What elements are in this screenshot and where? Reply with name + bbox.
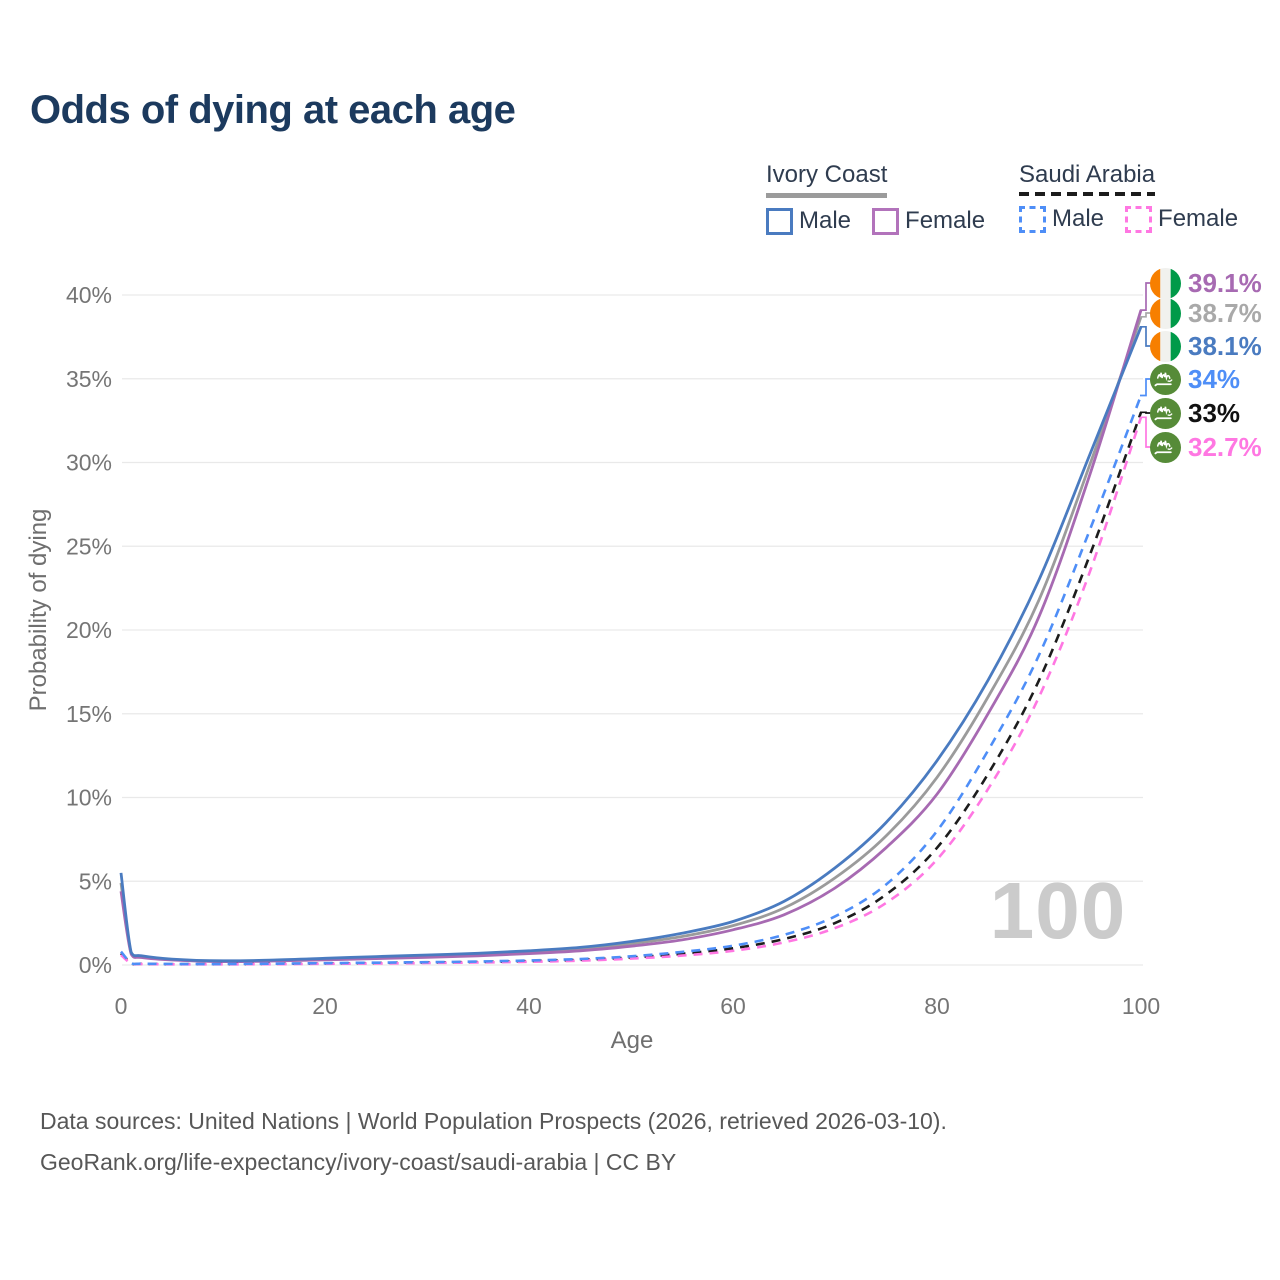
legend-item-label: Male	[1052, 205, 1105, 232]
legend-item-saudi-arabia-female[interactable]: Female	[1125, 205, 1238, 233]
legend-swatch-solid-icon	[766, 207, 793, 235]
legend-swatch-dashed-icon	[1125, 205, 1153, 233]
legend-item-ivory-coast-male[interactable]: Male	[766, 207, 851, 235]
y-tick-label-5: 5%	[79, 868, 112, 894]
saudi-arabia-flag-icon	[1150, 431, 1181, 463]
end-label-saudi-arabia-female: 32.7%	[1150, 431, 1262, 463]
legend-group-saudi-arabia: Saudi Arabia Male Female	[1019, 161, 1238, 233]
end-label-value: 33%	[1188, 397, 1241, 428]
saudi-arabia-flag-icon	[1150, 363, 1181, 395]
legend-items-row: Male Female	[766, 207, 985, 235]
series-line-ivory-coast-both-sexes	[119, 316, 1143, 963]
x-tick-label-60: 60	[720, 993, 746, 1019]
series-line-ivory-coast-male	[119, 326, 1143, 963]
y-tick-label-25: 25%	[66, 533, 112, 559]
y-tick-label-35: 35%	[66, 366, 112, 392]
ivory-coast-flag-icon	[1150, 330, 1181, 362]
end-label-ivory-coast-both-sexes: 38.7%	[1150, 297, 1262, 329]
end-label-connector-saudi-arabia-male	[1140, 378, 1151, 397]
series-line-ivory-coast-female	[119, 309, 1143, 964]
legend-group-title-ivory-coast: Ivory Coast	[766, 161, 888, 198]
series-line-saudi-arabia-female	[120, 416, 1143, 966]
legend-swatch-solid-icon	[872, 207, 900, 235]
legend-item-saudi-arabia-male[interactable]: Male	[1019, 205, 1104, 233]
legend-item-label: Female	[905, 207, 986, 234]
end-label-value: 39.1%	[1188, 267, 1262, 298]
legend-item-label: Female	[1158, 205, 1239, 232]
footer-data-sources: Data sources: United Nations | World Pop…	[40, 1108, 947, 1134]
y-tick-label-10: 10%	[66, 785, 112, 811]
x-tick-label-40: 40	[516, 993, 542, 1019]
end-label-connector-saudi-arabia-both-sexes	[1140, 411, 1151, 414]
y-tick-label-40: 40%	[66, 282, 112, 308]
legend-item-label: Male	[799, 207, 852, 234]
y-axis-title: Probability of dying	[25, 509, 52, 712]
end-label-value: 34%	[1188, 363, 1241, 394]
x-axis-title: Age	[611, 1027, 654, 1054]
legend-items-row: Male Female	[1019, 205, 1238, 233]
legend-group-title-saudi-arabia: Saudi Arabia	[1019, 161, 1156, 196]
end-label-saudi-arabia-male: 34%	[1150, 363, 1240, 395]
x-tick-label-0: 0	[115, 993, 128, 1019]
page-title: Odds of dying at each age	[30, 88, 516, 132]
y-tick-label-30: 30%	[66, 450, 112, 476]
end-label-ivory-coast-female: 39.1%	[1150, 267, 1262, 299]
footer-attribution: GeoRank.org/life-expectancy/ivory-coast/…	[40, 1149, 677, 1175]
end-label-connector-ivory-coast-female	[1140, 282, 1151, 311]
y-tick-label-15: 15%	[66, 701, 112, 727]
y-tick-label-20: 20%	[66, 617, 112, 643]
end-label-connector-ivory-coast-male	[1140, 325, 1151, 347]
end-label-ivory-coast-male: 38.1%	[1150, 330, 1262, 362]
end-label-saudi-arabia-both-sexes: 33%	[1150, 397, 1240, 429]
legend-item-ivory-coast-female[interactable]: Female	[872, 207, 985, 235]
end-label-connector-saudi-arabia-female	[1140, 416, 1151, 448]
hovered-age-watermark: 100	[989, 866, 1127, 955]
end-label-value: 32.7%	[1188, 431, 1262, 462]
x-tick-label-20: 20	[312, 993, 338, 1019]
y-tick-label-0: 0%	[79, 952, 112, 978]
legend-swatch-dashed-icon	[1019, 205, 1046, 233]
x-tick-label-100: 100	[1122, 993, 1160, 1019]
end-label-value: 38.7%	[1188, 297, 1262, 328]
x-tick-label-80: 80	[924, 993, 950, 1019]
ivory-coast-flag-icon	[1150, 297, 1181, 329]
series-line-saudi-arabia-male	[120, 395, 1143, 966]
end-label-value: 38.1%	[1188, 330, 1262, 361]
legend-group-ivory-coast: Ivory Coast Male Female	[766, 161, 985, 235]
end-label-connector-ivory-coast-both-sexes	[1140, 312, 1151, 318]
ivory-coast-flag-icon	[1150, 267, 1181, 299]
saudi-arabia-flag-icon	[1150, 397, 1181, 429]
